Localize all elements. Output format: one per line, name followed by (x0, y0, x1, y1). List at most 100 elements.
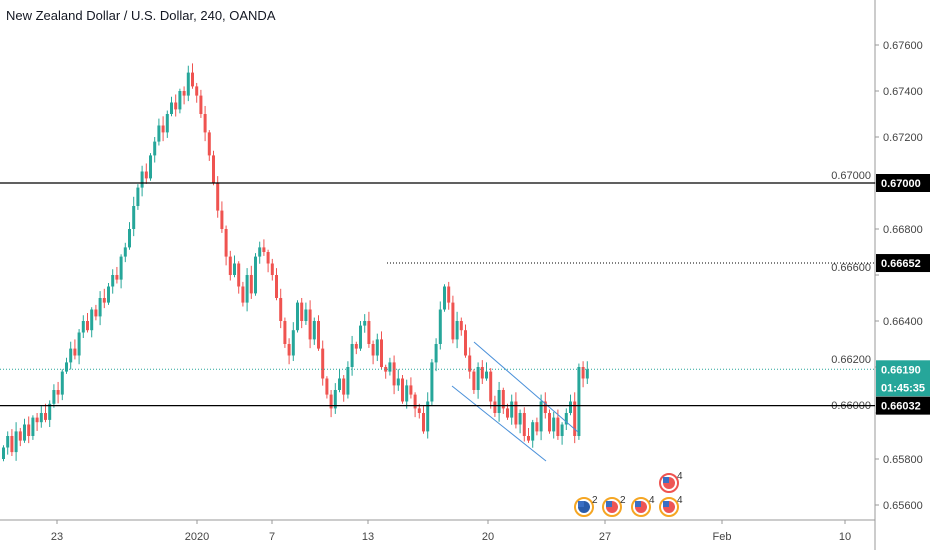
candle (56, 381, 60, 404)
candle (283, 317, 287, 348)
candle (94, 304, 98, 321)
candle (354, 341, 358, 355)
candle-body (98, 298, 102, 317)
candle-body (102, 298, 106, 303)
candle (367, 311, 371, 348)
candle (224, 225, 228, 266)
candle (102, 288, 106, 309)
flag-canton (578, 501, 584, 507)
candle-body (468, 355, 472, 372)
candle-body (270, 263, 274, 275)
candle-body (359, 325, 362, 349)
candle-body (2, 447, 5, 459)
y-tick-label: 0.67200 (883, 132, 923, 144)
candle-body (203, 114, 207, 133)
candle (569, 394, 572, 416)
candle (338, 369, 341, 393)
candle (48, 400, 52, 428)
candle (178, 88, 182, 114)
candle-body (115, 275, 119, 280)
candle (527, 427, 530, 443)
candle (384, 364, 388, 379)
candle (501, 387, 505, 414)
candle-body (14, 431, 18, 453)
candle-body (535, 422, 539, 432)
candle (14, 422, 18, 461)
price-badge: 0.66032 (881, 401, 921, 413)
candle (363, 314, 367, 333)
candle-body (539, 401, 543, 432)
candle (287, 338, 291, 365)
candle-body (552, 417, 556, 432)
candle-body (249, 275, 253, 294)
candle-body (480, 367, 484, 379)
candle-body (186, 72, 190, 96)
candle (564, 408, 568, 431)
candle (531, 419, 535, 448)
candle-body (35, 417, 39, 423)
candle (413, 392, 417, 418)
candle-body (392, 362, 396, 386)
y-tick-label: 0.66400 (883, 316, 923, 328)
candle (405, 379, 409, 409)
candle (6, 431, 10, 455)
candle-body (56, 390, 60, 395)
candle (123, 242, 127, 263)
flag-canton (663, 501, 669, 507)
economic-event-icon[interactable]: 2 (574, 495, 598, 517)
candle-body (409, 385, 413, 395)
candle-body (438, 309, 442, 344)
candle (510, 394, 514, 425)
economic-event-icon[interactable]: 4 (659, 471, 683, 493)
candle (392, 355, 396, 395)
candle (254, 253, 257, 296)
candle-body (417, 408, 421, 413)
candle (585, 361, 589, 385)
candle-body (228, 256, 232, 275)
candle-body (220, 210, 224, 229)
candle (119, 254, 123, 289)
candle (52, 384, 56, 408)
candle (472, 369, 476, 394)
candle-body (31, 417, 35, 436)
candle (430, 358, 434, 406)
flag-canton (606, 501, 612, 507)
candle (216, 176, 220, 218)
candle (493, 395, 497, 417)
candle-body (384, 367, 388, 372)
candle (132, 196, 136, 237)
candle (237, 261, 241, 294)
candle-body (52, 390, 56, 404)
candle-body (329, 394, 333, 409)
candle-body (489, 371, 493, 402)
candle (157, 118, 161, 146)
x-tick-label: 20 (482, 531, 494, 543)
candle (409, 377, 413, 399)
candle-body (543, 401, 547, 413)
candle-body (485, 371, 488, 379)
candle-body (581, 367, 585, 379)
candle-body (287, 344, 291, 356)
candle (203, 105, 207, 142)
candle-body (321, 348, 325, 379)
candle-body (447, 286, 451, 303)
candle (174, 94, 178, 117)
candle-body (443, 286, 446, 310)
candle-body (560, 424, 564, 436)
candle (522, 407, 526, 442)
economic-event-icon[interactable]: 4 (631, 495, 655, 517)
candle-body (451, 302, 455, 340)
candle (451, 295, 455, 344)
candle (459, 317, 463, 336)
candle-body (191, 72, 194, 87)
candle (107, 283, 110, 305)
candle-body (413, 394, 417, 409)
candle-body (241, 286, 245, 303)
candle-body (434, 344, 438, 363)
candle (44, 403, 47, 423)
economic-event-icon[interactable]: 4 (659, 495, 683, 517)
candle-body (342, 378, 346, 395)
economic-event-icon[interactable]: 2 (602, 495, 626, 517)
